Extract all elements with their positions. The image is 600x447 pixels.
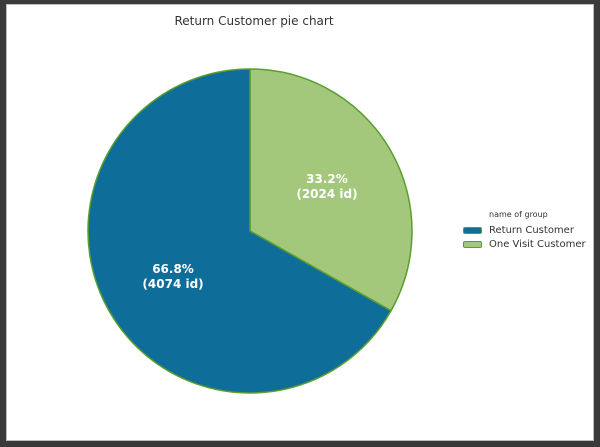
legend-label: Return Customer <box>489 224 574 236</box>
legend: name of group Return Customer One Visit C… <box>461 210 586 251</box>
legend-item-return-customer: Return Customer <box>463 223 586 237</box>
legend-swatch <box>463 240 482 248</box>
chart-title: Return Customer pie chart <box>174 14 334 28</box>
legend-swatch <box>463 226 482 234</box>
slice-label-one-visit-customer: 33.2% (2024 id) <box>296 172 357 201</box>
chart-frame: Return Customer pie chart 33.2% (2024 id)… <box>6 4 594 441</box>
pie-slice-return-customer <box>87 68 392 394</box>
legend-item-one-visit-customer: One Visit Customer <box>463 237 586 251</box>
slice-label-return-customer: 66.8% (4074 id) <box>142 262 203 291</box>
pie-slice-one-visit-customer <box>249 68 413 312</box>
legend-label: One Visit Customer <box>489 238 586 250</box>
pie-chart: 33.2% (2024 id) 66.8% (4074 id) <box>87 68 413 394</box>
legend-title: name of group <box>489 210 548 219</box>
